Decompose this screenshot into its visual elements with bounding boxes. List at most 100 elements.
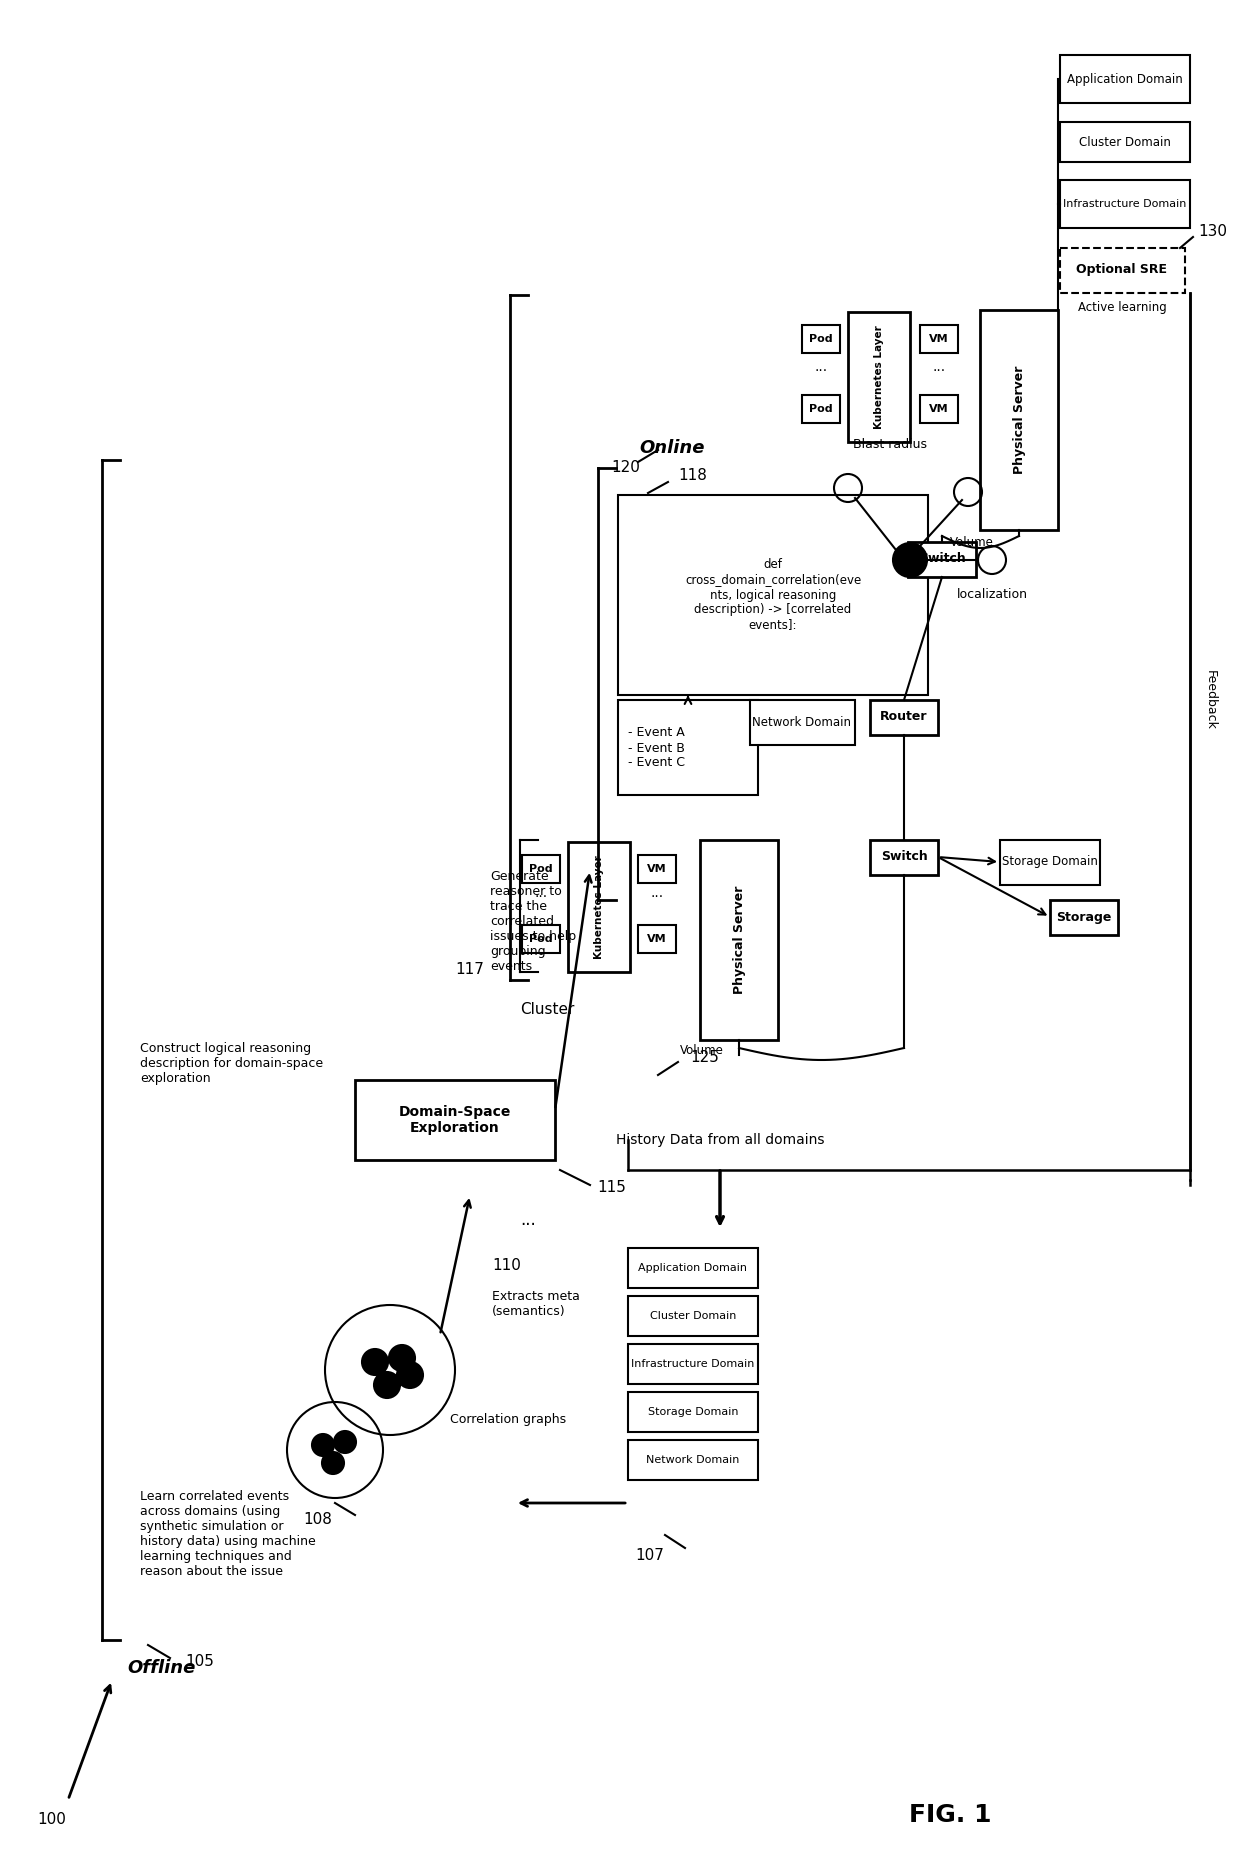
Circle shape xyxy=(397,1361,423,1388)
Bar xyxy=(999,840,1100,885)
Text: Cluster Domain: Cluster Domain xyxy=(650,1311,737,1322)
Bar xyxy=(920,396,959,424)
Text: 108: 108 xyxy=(304,1513,332,1528)
Bar xyxy=(618,495,928,696)
Bar xyxy=(627,1249,758,1288)
Bar xyxy=(568,842,630,971)
Text: Optional SRE: Optional SRE xyxy=(1076,264,1168,276)
Text: localization: localization xyxy=(956,589,1028,602)
Bar xyxy=(870,840,937,876)
Bar xyxy=(627,1440,758,1479)
Text: Volume: Volume xyxy=(680,1044,724,1056)
Circle shape xyxy=(389,1344,415,1371)
Bar xyxy=(1060,54,1190,103)
Text: Physical Server: Physical Server xyxy=(733,885,745,994)
Text: 125: 125 xyxy=(689,1050,719,1065)
Text: Feedback: Feedback xyxy=(1204,669,1216,729)
Text: Volume: Volume xyxy=(950,536,994,549)
Bar xyxy=(1060,122,1190,161)
Text: 117: 117 xyxy=(455,962,485,977)
Bar xyxy=(522,924,560,952)
Bar xyxy=(802,396,839,424)
Text: Generate
reasoner to
trace the
correlated
issues to help
grouping
events: Generate reasoner to trace the correlate… xyxy=(490,870,577,973)
Text: VM: VM xyxy=(929,403,949,414)
Text: VM: VM xyxy=(929,334,949,343)
Text: 110: 110 xyxy=(492,1258,521,1273)
Text: Domain-Space
Exploration: Domain-Space Exploration xyxy=(399,1104,511,1134)
Text: - Event A
- Event B
- Event C: - Event A - Event B - Event C xyxy=(627,726,684,769)
Text: Switch: Switch xyxy=(880,851,928,864)
Text: Switch: Switch xyxy=(919,553,966,566)
Text: Online: Online xyxy=(640,439,704,457)
Bar xyxy=(618,699,758,795)
Circle shape xyxy=(322,1451,343,1474)
Text: History Data from all domains: History Data from all domains xyxy=(616,1132,825,1148)
Bar xyxy=(802,324,839,352)
Text: Storage Domain: Storage Domain xyxy=(647,1406,738,1418)
Text: 107: 107 xyxy=(636,1547,665,1562)
Text: Construct logical reasoning
description for domain-space
exploration: Construct logical reasoning description … xyxy=(140,1042,324,1086)
Text: ...: ... xyxy=(932,360,946,373)
Bar xyxy=(1060,180,1190,229)
Text: ...: ... xyxy=(815,360,827,373)
Circle shape xyxy=(893,544,928,578)
Bar xyxy=(639,924,676,952)
Text: Infrastructure Domain: Infrastructure Domain xyxy=(1064,199,1187,208)
Circle shape xyxy=(362,1348,388,1374)
Text: 120: 120 xyxy=(611,461,640,476)
Bar xyxy=(701,840,777,1041)
Bar xyxy=(627,1391,758,1432)
Circle shape xyxy=(312,1434,334,1457)
Bar xyxy=(627,1296,758,1337)
Bar xyxy=(920,324,959,352)
Bar xyxy=(848,311,910,442)
Bar xyxy=(1060,248,1185,292)
Text: Pod: Pod xyxy=(529,864,553,874)
Bar xyxy=(870,699,937,735)
Bar xyxy=(355,1080,556,1161)
Text: ...: ... xyxy=(534,887,548,900)
Bar xyxy=(522,855,560,883)
Text: Pod: Pod xyxy=(529,934,553,943)
Text: Cluster: Cluster xyxy=(520,1003,574,1018)
Text: ...: ... xyxy=(520,1211,536,1228)
Text: Physical Server: Physical Server xyxy=(1013,366,1025,474)
Text: VM: VM xyxy=(647,934,667,943)
Text: Application Domain: Application Domain xyxy=(639,1264,748,1273)
Text: Network Domain: Network Domain xyxy=(646,1455,740,1464)
Bar xyxy=(1050,900,1118,936)
Text: Infrastructure Domain: Infrastructure Domain xyxy=(631,1359,755,1369)
Text: Kubernetes Layer: Kubernetes Layer xyxy=(874,324,884,429)
Bar xyxy=(750,699,856,744)
Text: 130: 130 xyxy=(1198,225,1228,240)
Text: Correlation graphs: Correlation graphs xyxy=(450,1414,567,1427)
Text: Storage: Storage xyxy=(1056,911,1112,924)
Bar xyxy=(908,542,976,578)
Bar xyxy=(980,309,1058,531)
Text: Storage Domain: Storage Domain xyxy=(1002,855,1097,868)
Text: Router: Router xyxy=(880,711,928,724)
Text: Pod: Pod xyxy=(810,334,833,343)
Text: FIG. 1: FIG. 1 xyxy=(909,1804,991,1826)
Text: 118: 118 xyxy=(678,467,707,482)
Text: Kubernetes Layer: Kubernetes Layer xyxy=(594,855,604,958)
Text: ...: ... xyxy=(651,887,663,900)
Text: VM: VM xyxy=(647,864,667,874)
Text: 105: 105 xyxy=(185,1654,213,1669)
Text: Pod: Pod xyxy=(810,403,833,414)
Text: Active learning: Active learning xyxy=(1078,302,1167,315)
Text: def
cross_domain_correlation(eve
nts, logical reasoning
description) -> [correla: def cross_domain_correlation(eve nts, lo… xyxy=(684,559,861,632)
Text: Cluster Domain: Cluster Domain xyxy=(1079,135,1171,148)
Text: 115: 115 xyxy=(596,1181,626,1196)
Text: Extracts meta
(semantics): Extracts meta (semantics) xyxy=(492,1290,580,1318)
Circle shape xyxy=(334,1431,356,1453)
Text: Network Domain: Network Domain xyxy=(753,716,852,729)
Text: Offline: Offline xyxy=(128,1659,196,1676)
Text: Learn correlated events
across domains (using
synthetic simulation or
history da: Learn correlated events across domains (… xyxy=(140,1491,316,1579)
Bar xyxy=(627,1344,758,1384)
Circle shape xyxy=(374,1372,401,1399)
Text: Blast radius: Blast radius xyxy=(853,439,928,452)
Text: Application Domain: Application Domain xyxy=(1068,73,1183,86)
Text: 100: 100 xyxy=(37,1813,67,1828)
Bar xyxy=(639,855,676,883)
